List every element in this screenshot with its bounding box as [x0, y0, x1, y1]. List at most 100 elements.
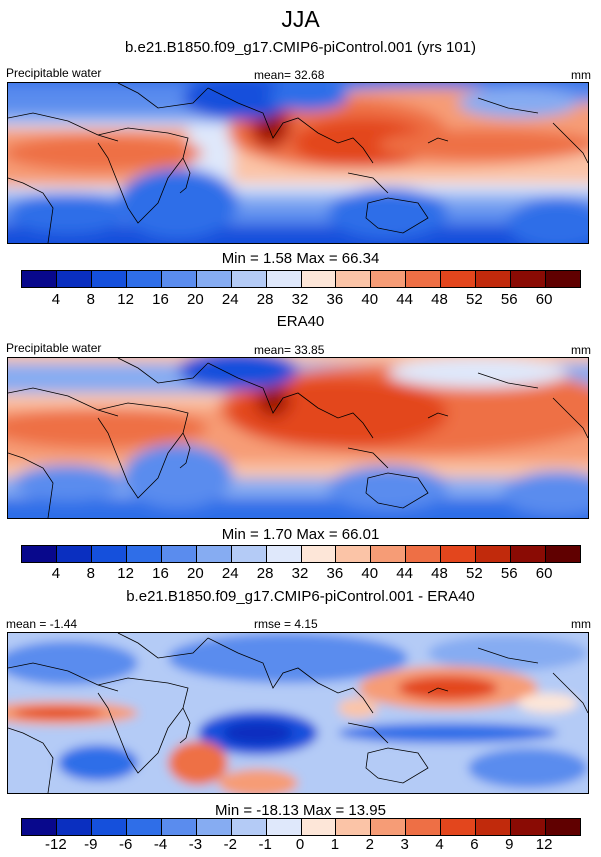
colorbar-swatch	[56, 546, 92, 562]
colorbar-tick-label: 4	[435, 836, 444, 853]
colorbar-swatch	[161, 271, 197, 287]
colorbar-swatch	[546, 819, 580, 835]
colorbar-swatch	[196, 546, 232, 562]
colorbar-tick-label: 4	[51, 565, 61, 582]
colorbar-swatch	[371, 271, 407, 287]
colorbar-tick-label: 12	[535, 836, 553, 853]
colorbar-tick-label: 20	[187, 291, 204, 308]
colorbar-tick-label: -3	[188, 836, 203, 853]
panel-2-coastlines	[8, 358, 588, 518]
panel-1-variable-label: Precipitable water	[6, 66, 102, 80]
colorbar-swatch	[266, 271, 302, 287]
colorbar-swatch	[511, 271, 547, 287]
panel-2-map	[7, 357, 589, 519]
colorbar-tick-label: 12	[117, 291, 134, 308]
colorbar-swatch	[406, 271, 442, 287]
colorbar-tick-label: 24	[221, 291, 239, 308]
colorbar-tick-label: -4	[153, 836, 168, 853]
colorbar-tick-label: -9	[84, 836, 98, 853]
panel-3-header: b.e21.B1850.f09_g17.CMIP6-piControl.001 …	[126, 588, 475, 605]
colorbar-tick-label: 28	[256, 565, 274, 582]
panel-1-units-label: mm	[571, 68, 591, 82]
colorbar-tick-label: 28	[256, 291, 274, 308]
panel-2-header: ERA40	[276, 313, 325, 330]
colorbar-swatch	[441, 546, 477, 562]
colorbar-tick-label: 40	[361, 291, 379, 308]
colorbar-swatch	[301, 546, 337, 562]
colorbar-swatch	[22, 546, 57, 562]
panel-2-map-svg	[8, 358, 588, 518]
colorbar-swatch	[161, 819, 197, 835]
colorbar-swatch	[266, 819, 302, 835]
panel-3-stats: Min = -18.13 Max = 13.95	[215, 802, 386, 819]
colorbar-swatch	[406, 819, 442, 835]
panel-1-mean-label: mean= 32.68	[254, 68, 325, 82]
panel-2-stats: Min = 1.70 Max = 66.01	[221, 526, 380, 543]
colorbar-tick-label: 60	[535, 565, 553, 582]
panel-1-coastlines	[8, 83, 588, 243]
colorbar-tick-label: 8	[86, 291, 95, 308]
colorbar-swatch	[126, 271, 162, 287]
colorbar-tick-label: 32	[291, 565, 309, 582]
colorbar-swatch	[22, 819, 57, 835]
colorbar-swatch	[91, 819, 127, 835]
colorbar-swatch	[476, 546, 512, 562]
colorbar-tick-label: 44	[396, 291, 413, 308]
panel-3-map	[7, 632, 589, 794]
colorbar-swatch	[441, 271, 477, 287]
colorbar-tick-label: 20	[187, 565, 204, 582]
panel-1-stats: Min = 1.58 Max = 66.34	[221, 250, 380, 267]
colorbar-swatch	[336, 546, 372, 562]
colorbar-swatch	[476, 819, 512, 835]
colorbar-tick-label: 52	[466, 565, 483, 582]
colorbar-swatch	[301, 271, 337, 287]
colorbar-tick-label: 0	[295, 836, 305, 853]
colorbar-swatch	[91, 546, 127, 562]
colorbar-tick-label: 1	[330, 836, 340, 853]
colorbar-swatch	[22, 271, 57, 287]
colorbar-swatch	[441, 819, 477, 835]
colorbar-tick-label: 2	[365, 836, 374, 853]
panel-1-map-svg	[8, 83, 588, 243]
colorbar-tick-label: 56	[500, 565, 518, 582]
colorbar-tick-label: 52	[466, 291, 483, 308]
colorbar-tick-label: 24	[221, 565, 239, 582]
colorbar-swatch	[56, 271, 92, 287]
colorbar-swatch	[371, 546, 407, 562]
panel-2-mean-label: mean= 33.85	[254, 343, 325, 357]
colorbar-swatch	[161, 546, 197, 562]
colorbar-tick-label: -6	[118, 836, 133, 853]
colorbar-swatch	[511, 819, 547, 835]
panel-3-units-label: mm	[571, 617, 591, 631]
colorbar-swatch	[546, 546, 580, 562]
colorbar-tick-label: 16	[152, 565, 169, 582]
colorbar-tick-label: -12	[45, 836, 67, 853]
colorbar-swatch	[196, 819, 232, 835]
panel-3-rmse-label: rmse = 4.15	[254, 617, 318, 631]
colorbar-swatch	[91, 271, 127, 287]
colorbar-swatch	[511, 546, 547, 562]
colorbar-2	[21, 545, 581, 563]
colorbar-tick-label: 3	[400, 836, 409, 853]
panel-2-variable-label: Precipitable water	[6, 341, 102, 355]
colorbar-tick-label: 56	[500, 291, 518, 308]
colorbar-swatch	[126, 546, 162, 562]
colorbar-3	[21, 818, 581, 836]
colorbar-swatch	[266, 546, 302, 562]
colorbar-tick-label: 16	[152, 291, 169, 308]
panel-1-map	[7, 82, 589, 244]
colorbar-swatch	[336, 819, 372, 835]
colorbar-tick-label: 60	[535, 291, 553, 308]
colorbar-swatch	[301, 819, 337, 835]
colorbar-swatch	[231, 546, 267, 562]
colorbar-tick-label: -1	[258, 836, 272, 853]
colorbar-tick-label: 36	[326, 565, 344, 582]
colorbar-swatch	[336, 271, 372, 287]
colorbar-swatch	[476, 271, 512, 287]
colorbar-tick-label: 6	[470, 836, 479, 853]
panel-2-units-label: mm	[571, 343, 591, 357]
colorbar-tick-label: 48	[431, 291, 448, 308]
colorbar-tick-label: 36	[326, 291, 344, 308]
colorbar-1	[21, 270, 581, 288]
colorbar-tick-label: 40	[361, 565, 379, 582]
